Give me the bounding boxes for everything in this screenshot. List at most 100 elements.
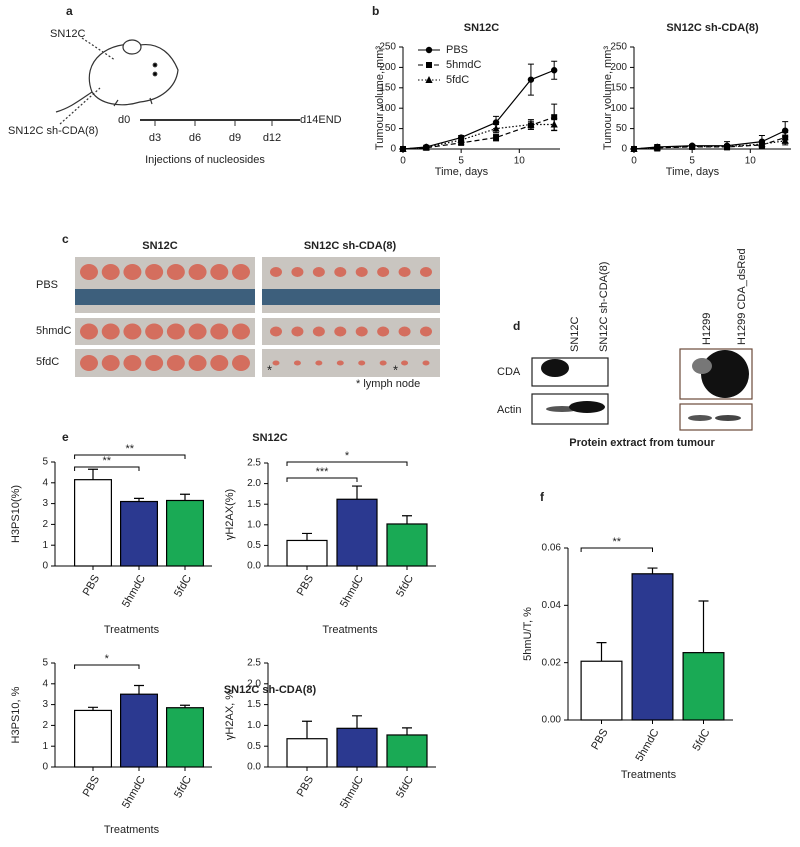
blot-caption: Protein extract from tumour xyxy=(569,437,715,449)
chart-title: SN12C sh-CDA(8) xyxy=(666,22,759,34)
tumour xyxy=(270,326,282,337)
significance-bracket xyxy=(74,454,186,459)
y-tick-label: 2.0 xyxy=(247,678,261,689)
y-tick-label: 0 xyxy=(390,144,396,155)
x-tick-label: 5 xyxy=(689,156,695,167)
panel-label: e xyxy=(62,430,69,444)
bar xyxy=(73,479,112,567)
panel-label: c xyxy=(62,232,69,246)
y-tick-label: 0 xyxy=(621,144,627,155)
y-tick-label: 50 xyxy=(385,123,397,134)
tumour xyxy=(358,360,366,366)
leader-line xyxy=(59,87,101,125)
photo-row-label: 5hmdC xyxy=(36,325,72,337)
tumour xyxy=(232,355,250,371)
error-bar xyxy=(88,706,98,711)
y-tick-label: 0.04 xyxy=(542,600,562,611)
blot-band xyxy=(541,359,569,377)
tumour xyxy=(291,326,304,337)
y-tick-label: 200 xyxy=(379,62,396,73)
x-tick-label: PBS xyxy=(589,727,610,752)
y-tick-label: 150 xyxy=(379,82,396,93)
tumour xyxy=(422,360,430,366)
bar xyxy=(286,539,328,567)
x-tick-label: PBS xyxy=(295,774,316,799)
y-tick-label: 250 xyxy=(379,42,396,53)
y-tick-label: 1.0 xyxy=(247,720,261,731)
x-tick-label: 10 xyxy=(745,156,757,167)
legend-label: 5fdC xyxy=(446,74,469,86)
y-tick-label: 100 xyxy=(379,103,396,114)
marker xyxy=(527,120,535,128)
bar xyxy=(631,573,674,721)
y-tick-label: 0.02 xyxy=(542,657,562,668)
marker xyxy=(527,76,535,83)
tumour xyxy=(291,267,304,277)
marker xyxy=(550,67,558,74)
tumour xyxy=(336,360,344,366)
chart-title: SN12C sh-CDA(8) xyxy=(224,684,317,696)
y-tick-label: 250 xyxy=(610,42,627,53)
lane-label: SN12C xyxy=(569,316,581,352)
tumour xyxy=(145,355,164,371)
x-axis-label: Time, days xyxy=(435,166,489,178)
series-line xyxy=(402,123,555,150)
error-bar xyxy=(134,497,144,502)
y-tick-label: 2.5 xyxy=(247,658,261,669)
tumour xyxy=(270,267,282,277)
marker xyxy=(422,143,430,151)
error-bar xyxy=(352,715,362,729)
legend-marker xyxy=(425,76,433,83)
photo-asterisk: * xyxy=(267,362,272,377)
error-bar xyxy=(88,468,98,480)
x-tick-label: 0 xyxy=(400,156,406,167)
mouse-label: SN12C xyxy=(50,28,86,40)
x-axis-label: Treatments xyxy=(104,624,160,636)
significance-bracket xyxy=(74,466,140,471)
chart-title: SN12C xyxy=(252,432,288,444)
photo-asterisk: * xyxy=(393,362,398,377)
y-axis-label: γH2AX, % xyxy=(224,690,236,740)
mouse-label: SN12C sh-CDA(8) xyxy=(8,125,98,137)
photo-row-label: 5fdC xyxy=(36,356,59,368)
x-tick-label: 5fdC xyxy=(172,573,194,599)
tumour xyxy=(315,360,323,366)
tumour xyxy=(166,355,185,371)
x-tick-label: 5fdC xyxy=(691,727,713,753)
blot-band xyxy=(569,401,605,413)
y-tick-label: 200 xyxy=(610,62,627,73)
bar xyxy=(286,738,328,768)
x-tick-label: 0 xyxy=(631,156,637,167)
marker xyxy=(630,145,638,152)
bar xyxy=(73,709,112,768)
mouse-tail xyxy=(55,91,93,113)
x-tick-label: PBS xyxy=(295,573,316,598)
panel-label: a xyxy=(66,4,73,18)
x-tick-label: 5fdC xyxy=(394,774,416,800)
y-tick-label: 0.5 xyxy=(247,540,261,551)
y-tick-label: 150 xyxy=(610,82,627,93)
x-axis-label: Treatments xyxy=(621,769,677,781)
photo-row-label: PBS xyxy=(36,279,58,291)
y-tick-label: 0 xyxy=(42,561,48,572)
y-tick-label: 0 xyxy=(42,762,48,773)
significance-bracket xyxy=(286,477,358,482)
x-axis-label: Treatments xyxy=(104,824,160,836)
tumour xyxy=(293,360,301,366)
mouse-body xyxy=(88,43,179,106)
marker xyxy=(781,136,789,144)
y-axis-label: Tumour volume, mm³ xyxy=(602,46,614,150)
legend-label: 5hmdC xyxy=(446,59,482,71)
timeline-caption: Injections of nucleosides xyxy=(145,154,265,166)
tumour xyxy=(80,264,98,280)
y-tick-label: 4 xyxy=(42,477,48,488)
blot-band xyxy=(692,358,712,374)
bar xyxy=(166,707,205,768)
ruler xyxy=(262,289,440,305)
error-bar xyxy=(698,600,709,653)
y-tick-label: 0.00 xyxy=(542,715,562,726)
error-bar xyxy=(180,704,190,708)
x-tick-label: 5 xyxy=(458,156,464,167)
x-tick-label: 5hmdC xyxy=(633,727,661,764)
